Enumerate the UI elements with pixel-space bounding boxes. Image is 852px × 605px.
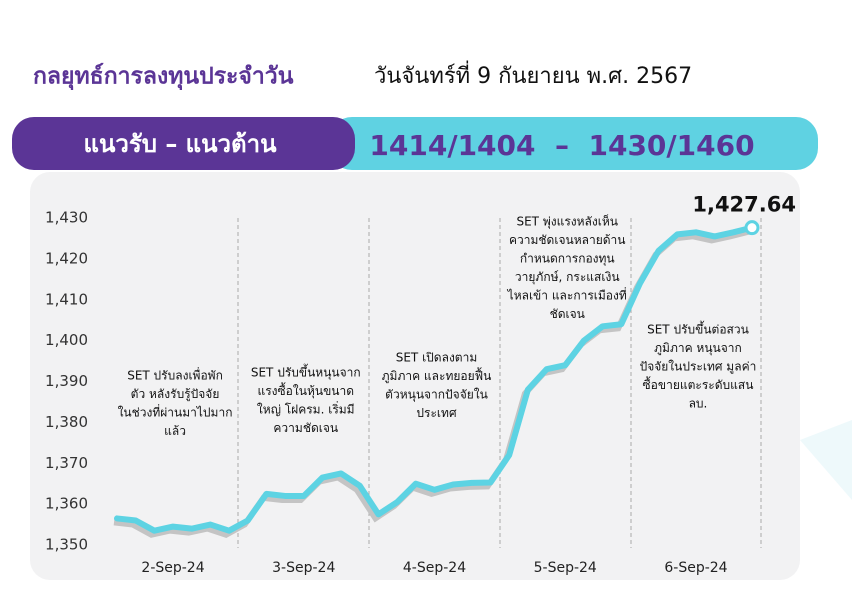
annotation: ประเทศ — [416, 406, 457, 420]
y-tick-label: 1,410 — [45, 290, 88, 308]
annotation: SET พุ่งแรงหลังเห็น — [516, 214, 618, 230]
annotation: SET ปรับขึ้นหนุนจาก — [251, 364, 361, 381]
annotation: SET ปรับลงเพื่อพัก — [127, 367, 223, 383]
end-marker — [744, 220, 760, 236]
annotation: ปัจจัยในประเทศ มูลค่า — [640, 360, 757, 375]
y-tick-label: 1,400 — [45, 331, 88, 349]
annotation: ใหญ่ โฝครม. เริ่มมี — [257, 401, 355, 417]
annotation: ลบ. — [689, 397, 708, 411]
annotation: ภูมิภาค และทยอยฟื้น — [382, 367, 492, 384]
chart-panel — [30, 172, 800, 580]
value-label: 1,427.64 — [692, 193, 796, 217]
annotation: SET เปิดลงตาม — [396, 351, 478, 365]
day-separators — [237, 218, 762, 548]
banner-levels: 1414/1404 – 1430/1460 — [369, 129, 754, 162]
annotation: ไหลเข้า และการเมืองที่ — [507, 287, 627, 303]
y-tick-label: 1,380 — [45, 413, 88, 431]
y-tick-label: 1,430 — [45, 209, 88, 227]
y-tick-label: 1,370 — [45, 454, 88, 472]
annotation: แล้ว — [164, 424, 186, 438]
banner-left — [12, 117, 355, 170]
annotation: ความชัดเจนหลายด้าน — [509, 233, 625, 247]
y-tick-label: 1,350 — [45, 536, 88, 554]
annotation: ตัวหนุนจากปัจจัยใน — [385, 388, 488, 403]
annotation: ตัว หลังรับรู้ปัจจัย — [131, 387, 220, 402]
annotation: SET ปรับขึ้นต่อสวน — [647, 321, 749, 337]
banner-right — [330, 117, 818, 170]
y-tick-label: 1,420 — [45, 249, 88, 267]
title: กลยุทธ์การลงทุนประจำวัน — [33, 63, 294, 91]
banner-label: แนวรับ – แนวต้าน — [83, 130, 277, 158]
annotation: วายุภักษ์, กระแสเงิน — [515, 270, 620, 285]
y-tick-label: 1,390 — [45, 372, 88, 390]
annotation: ชัดเจน — [550, 307, 585, 321]
line — [114, 224, 755, 534]
date: วันจันทร์ที่ 9 กันยายน พ.ศ. 2567 — [374, 60, 692, 89]
annotation: แรงซื้อในหุ้นขนาด — [258, 382, 355, 399]
annotation: ซื้อขายแตะระดับแสน — [643, 376, 754, 392]
x-tick-label: 4-Sep-24 — [403, 560, 466, 576]
decor — [800, 420, 852, 500]
x-tick-label: 2-Sep-24 — [141, 560, 204, 576]
annotation: ภูมิภาค หนุนจาก — [654, 341, 742, 356]
y-tick-label: 1,360 — [45, 495, 88, 513]
annotation: ในช่วงที่ผ่านมาไปมาก — [118, 404, 233, 420]
x-tick-label: 6-Sep-24 — [664, 560, 727, 576]
annotation: ความชัดเจน — [273, 421, 338, 435]
x-tick-label: 5-Sep-24 — [534, 560, 597, 576]
annotation: กำหนดการกองทุน — [520, 252, 615, 267]
x-tick-label: 3-Sep-24 — [272, 560, 335, 576]
